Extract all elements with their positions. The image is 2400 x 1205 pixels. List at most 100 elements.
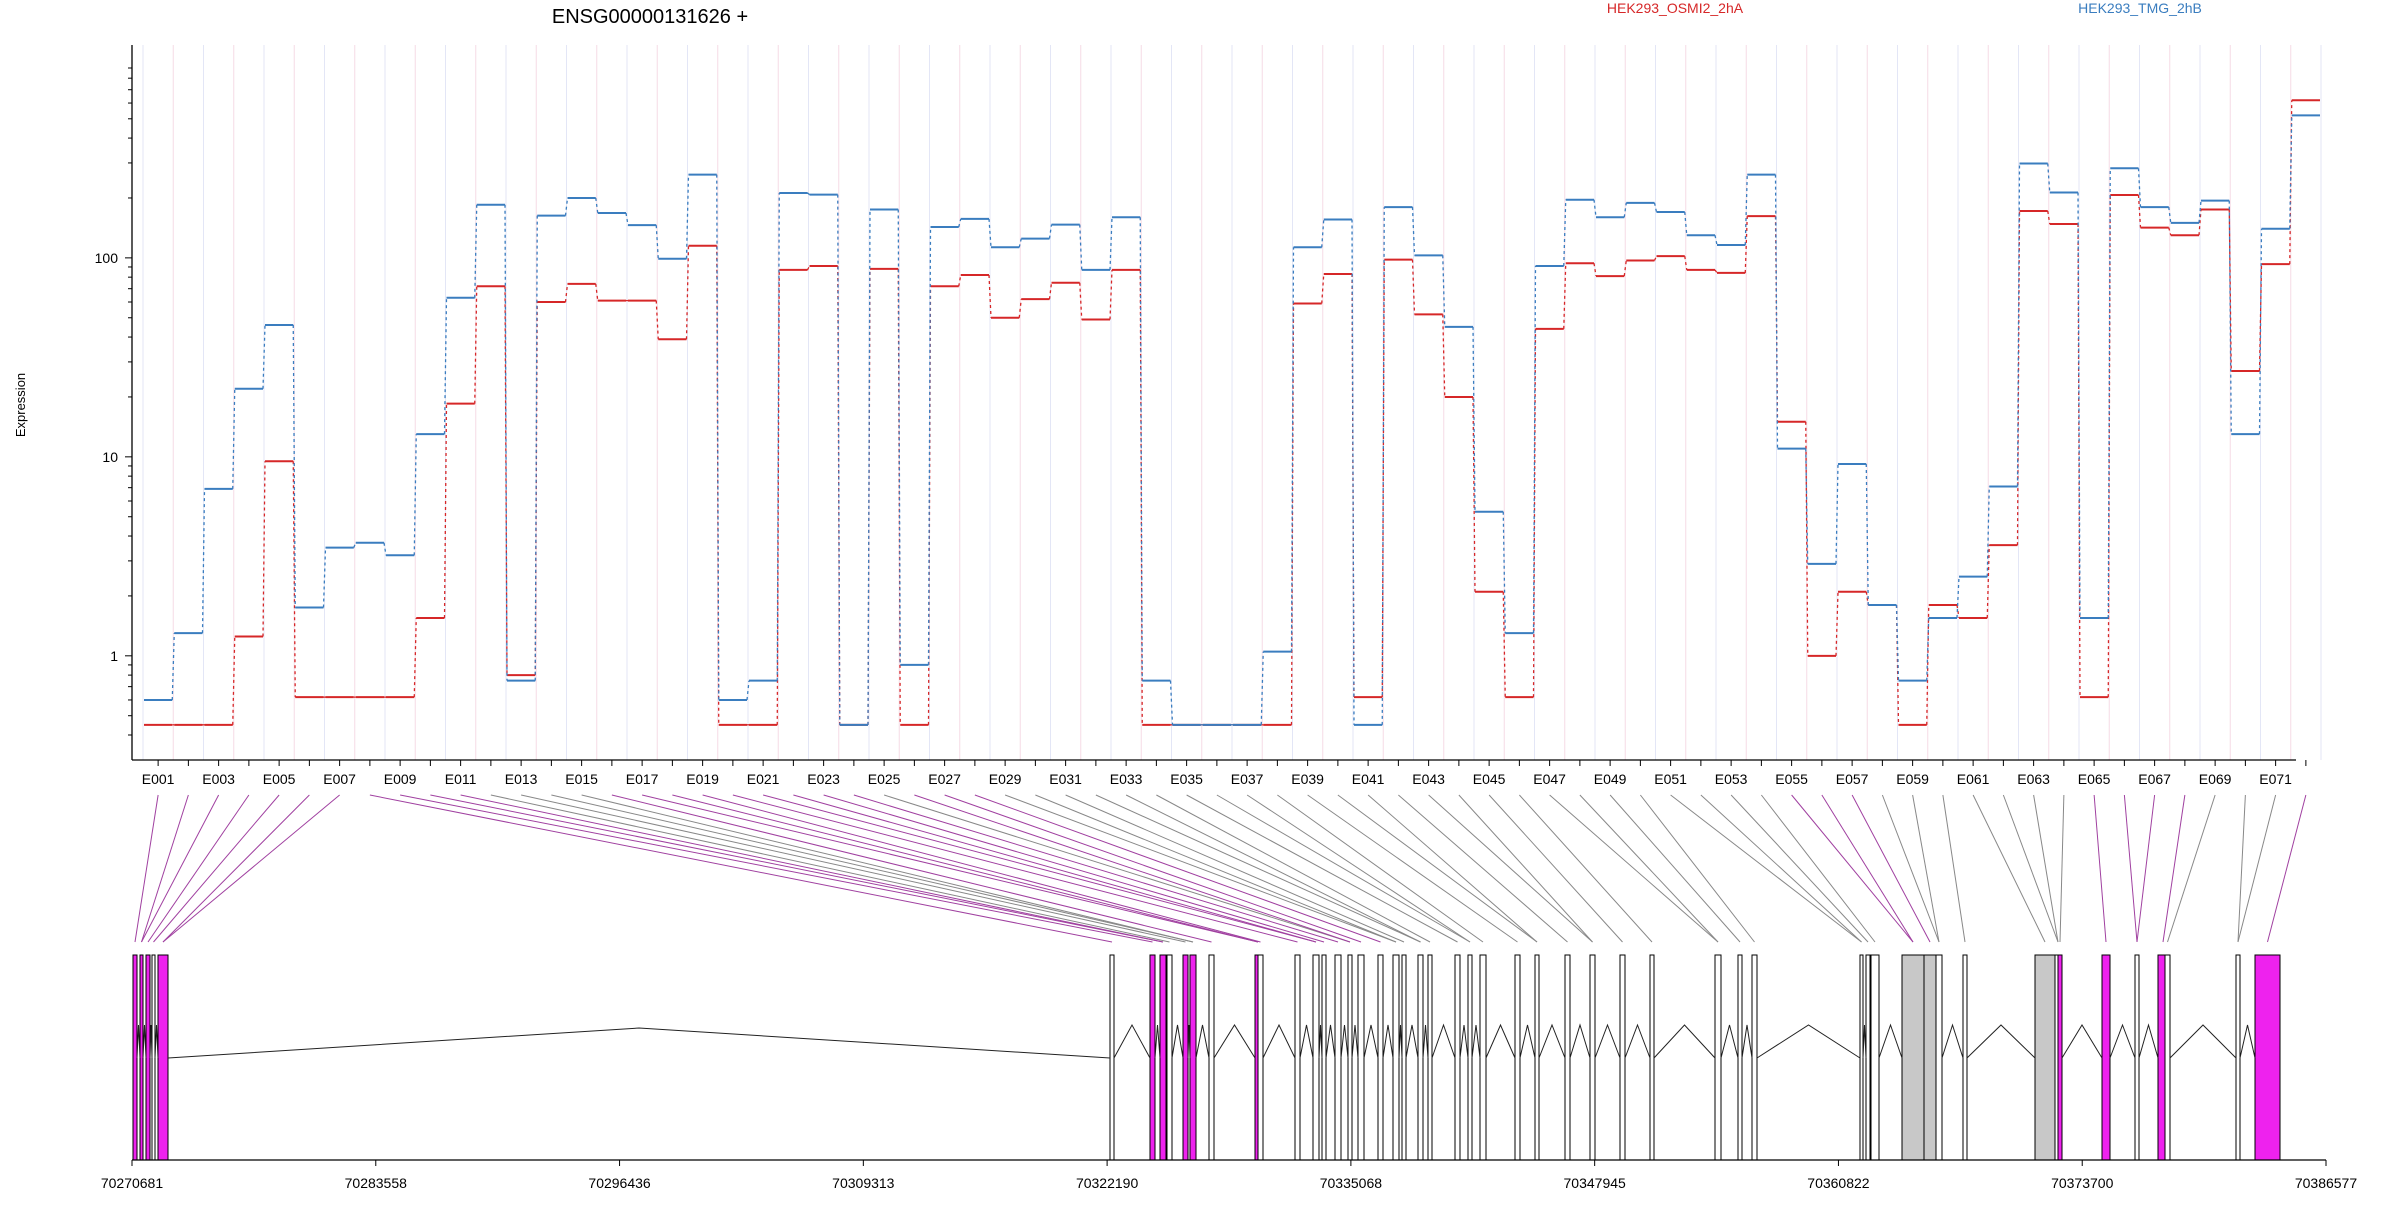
exon-connector — [1791, 794, 1914, 943]
exon-connector — [134, 794, 159, 943]
exon-box — [1649, 954, 1655, 1161]
intron-line — [154, 1024, 159, 1059]
genome-axis-ticks: 70270681 70283558 70296436 70309313 70322190… — [101, 1159, 2357, 1191]
intron-line — [1966, 1024, 2036, 1059]
data-transition — [2228, 200, 2232, 435]
chart-title: ENSG00000131626 + — [552, 6, 748, 28]
y-axis-ticks: 1 10 100 — [95, 67, 132, 736]
data-transition — [383, 542, 387, 556]
x-tick-label: E035 — [1170, 771, 1203, 787]
data-transition — [1623, 260, 1627, 277]
intron-line — [1187, 1024, 1191, 1059]
data-transition — [1502, 511, 1506, 634]
exon-connector — [1398, 794, 1568, 943]
intron-line — [1171, 1024, 1184, 1059]
exon-connector — [2167, 794, 2216, 943]
exon-connector — [1035, 794, 1397, 943]
data-series — [144, 99, 2320, 726]
x-tick-label: E009 — [384, 771, 417, 787]
exon-connector — [1216, 794, 1471, 943]
intron-line — [1471, 1024, 1481, 1059]
exon-connector — [1488, 794, 1623, 943]
exon-box — [1312, 954, 1320, 1161]
data-transition — [1018, 238, 1022, 248]
intron-line — [1382, 1024, 1394, 1059]
exon-box — [1514, 954, 1521, 1161]
data-transition — [1290, 247, 1295, 652]
exon-box — [1714, 954, 1722, 1161]
x-tick-label: E065 — [2078, 771, 2111, 787]
intron-line — [136, 1024, 141, 1059]
x-tick-label: E053 — [1715, 771, 1748, 787]
intron-line — [1325, 1024, 1336, 1059]
exon-box — [1427, 954, 1433, 1161]
intron-line — [1862, 1024, 1867, 1059]
x-tick-label: E031 — [1049, 771, 1082, 787]
intron-line — [1941, 1023, 1964, 1059]
x-tick-label: E013 — [505, 771, 538, 787]
data-transition — [232, 388, 236, 489]
data-transition — [625, 212, 629, 226]
exon-connector — [1307, 794, 1518, 943]
data-transition — [685, 174, 690, 259]
intron-line — [1351, 1024, 1359, 1059]
x-tick-label: E047 — [1533, 771, 1566, 787]
data-transition — [2077, 192, 2081, 618]
exon-connector — [490, 794, 1170, 943]
exon-connector — [2093, 794, 2107, 943]
data-transition — [867, 209, 871, 725]
exon-connector — [1065, 794, 1405, 943]
data-transition — [897, 209, 901, 665]
intron-line — [1213, 1024, 1256, 1059]
series-b — [144, 114, 2320, 726]
x-tick-label: E019 — [686, 771, 719, 787]
x-tick-label: E061 — [1957, 771, 1990, 787]
intron-line — [2109, 1023, 2136, 1059]
data-transition — [1956, 576, 1960, 618]
intron-line — [1299, 1024, 1314, 1059]
intron-line — [1878, 1023, 1903, 1059]
exon-connector — [1125, 794, 1421, 943]
x-tick-label: E027 — [928, 771, 961, 787]
intron-line — [2239, 1024, 2256, 1059]
data-transition — [504, 286, 508, 676]
intron-line — [142, 1024, 147, 1059]
x-tick-label: E063 — [2017, 771, 2050, 787]
exon-box — [1923, 954, 1937, 1161]
x-tick-label: E049 — [1594, 771, 1627, 787]
x-tick-label: E021 — [747, 771, 780, 787]
genome-tick-label: 70296436 — [588, 1175, 651, 1191]
data-transition — [232, 636, 236, 725]
intron-line — [1398, 1024, 1403, 1059]
exon-box — [1401, 954, 1407, 1161]
intron-line — [1262, 1023, 1296, 1059]
exon-box — [1334, 954, 1342, 1161]
data-transition — [776, 269, 780, 725]
data-transition — [958, 274, 962, 287]
x-tick-label: E043 — [1412, 771, 1445, 787]
exon-box — [2254, 954, 2281, 1161]
exon-connector — [611, 794, 1212, 943]
data-transition — [262, 324, 266, 389]
exon-box — [1208, 954, 1215, 1161]
exon-box — [1479, 954, 1487, 1161]
exon-connector — [1337, 794, 1538, 943]
exon-box — [2101, 954, 2111, 1161]
intron-line — [1538, 1023, 1566, 1059]
exon-connector — [642, 794, 1259, 943]
data-transition — [1260, 651, 1264, 725]
data-transition — [1079, 282, 1083, 320]
exon-box — [1347, 954, 1353, 1161]
exon-connector — [1881, 794, 1940, 943]
x-tick-label: E057 — [1836, 771, 1869, 787]
intron-line — [2169, 1024, 2237, 1059]
intron-line — [1422, 1024, 1429, 1059]
exon-box — [1357, 954, 1365, 1161]
intron-line — [2138, 1023, 2159, 1059]
x-tick-label: E033 — [1110, 771, 1143, 787]
exon-box — [1166, 954, 1173, 1161]
exon-connector-lines — [134, 794, 2307, 943]
data-transition — [1805, 448, 1809, 564]
data-transition — [171, 633, 175, 700]
data-transition — [1321, 219, 1325, 248]
